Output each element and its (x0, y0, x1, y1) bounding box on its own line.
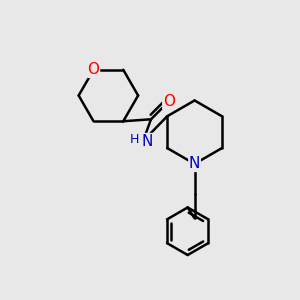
Text: N: N (141, 134, 153, 148)
Text: N: N (189, 156, 200, 171)
Text: O: O (163, 94, 175, 109)
Text: O: O (88, 62, 100, 77)
Text: H: H (130, 133, 139, 146)
